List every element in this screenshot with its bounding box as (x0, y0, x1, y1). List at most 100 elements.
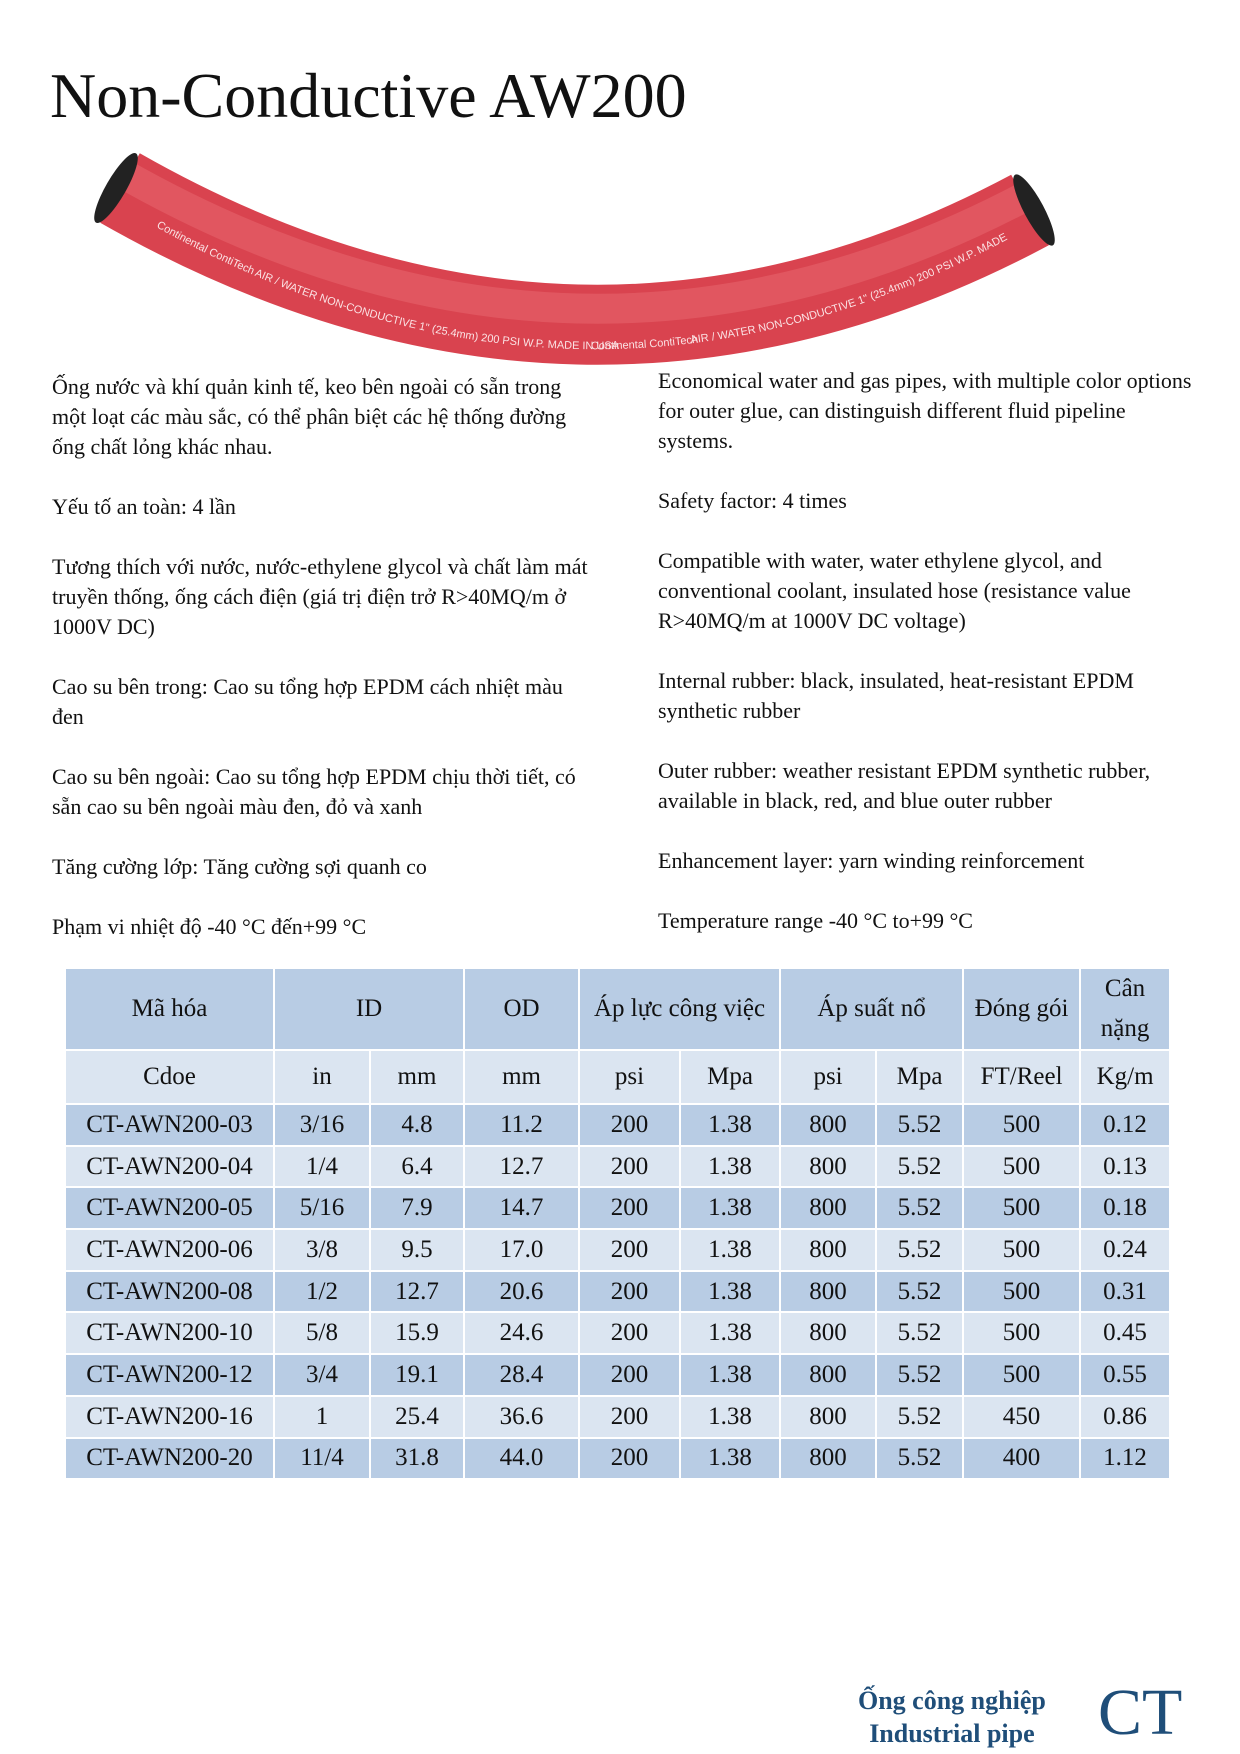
table-cell: 1.38 (679, 1394, 782, 1439)
table-cell: 6.4 (368, 1144, 466, 1189)
table-cell: 1.38 (679, 1269, 782, 1314)
table-cell: CT-AWN200-04 (64, 1144, 275, 1189)
hose-image: Continental ContiTech AIR / WATER NON-CO… (0, 140, 1055, 365)
table-cell: 0.86 (1079, 1394, 1172, 1439)
table-cell: 1.38 (679, 1103, 782, 1147)
table-cell: 500 (962, 1269, 1082, 1314)
hose-body (100, 153, 1049, 365)
table-cell: 450 (962, 1394, 1082, 1439)
footer-line: Industrial pipe (869, 1719, 1035, 1748)
paragraph: Economical water and gas pipes, with mul… (658, 368, 1192, 453)
table-cell: 200 (578, 1353, 682, 1397)
hose-end (1013, 174, 1055, 246)
table-cell: 0.12 (1079, 1103, 1172, 1147)
unit-cell: psi (779, 1049, 878, 1105)
table-row: CT-AWN200-10 5/8 15.9 24.6 200 1.38 800 5.52 500… (64, 1311, 1172, 1356)
table-cell: 1.38 (679, 1311, 782, 1356)
paragraph: Ống nước và khí quản kinh tế, keo bên ng… (52, 374, 567, 459)
table-cell: 800 (779, 1311, 878, 1356)
footer-brand: Ống công nghiệp Industrial pipe (858, 1684, 1046, 1750)
table-cell: CT-AWN200-12 (64, 1353, 275, 1397)
footer-logo: CT (1098, 1676, 1183, 1749)
table-cell: 1.38 (679, 1228, 782, 1272)
header-cell: ID (272, 967, 466, 1051)
table-cell: 500 (962, 1144, 1082, 1189)
paragraph: Cao su bên ngoài: Cao su tổng hợp EPDM c… (52, 764, 576, 819)
table-cell: 11.2 (463, 1103, 581, 1147)
unit-cell: in (273, 1049, 371, 1105)
table-cell: 500 (962, 1311, 1082, 1356)
header-cell: Cân nặng (1079, 967, 1172, 1051)
unit-cell: mm (368, 1049, 466, 1105)
paragraph: Safety factor: 4 times (658, 488, 847, 513)
table-cell: 0.31 (1079, 1269, 1172, 1314)
hose-highlight (112, 158, 1038, 324)
table-cell: 5.52 (875, 1144, 965, 1189)
table-cell: 800 (779, 1103, 878, 1147)
table-cell: 17.0 (463, 1228, 581, 1272)
table-cell: 0.13 (1079, 1144, 1172, 1189)
table-cell: 14.7 (463, 1186, 581, 1231)
table-cell: 0.55 (1079, 1353, 1172, 1397)
table-cell: 12.7 (368, 1269, 466, 1314)
unit-cell: Mpa (875, 1049, 965, 1105)
table-row: CT-AWN200-16 1 25.4 36.6 200 1.38 800 5.52 450 0.… (64, 1394, 1172, 1439)
table-cell: 1.12 (1079, 1436, 1172, 1481)
table-cell: CT-AWN200-10 (64, 1311, 275, 1356)
table-cell: 1.38 (679, 1436, 782, 1481)
paragraph: Phạm vi nhiệt độ -40 °C đến+99 °C (52, 914, 367, 939)
footer-line: Ống công nghiệp (858, 1686, 1046, 1715)
table-cell: 500 (962, 1186, 1082, 1231)
header-cell: Áp suất nổ (779, 967, 965, 1051)
table-row: CT-AWN200-03 3/16 4.8 11.2 200 1.38 800 5.52 500… (64, 1103, 1172, 1147)
paragraph: Yếu tố an toàn: 4 lần (52, 494, 236, 519)
header-row: Mã hóa ID OD Áp lực công việc Áp suất nổ… (64, 967, 1172, 1051)
table-cell: 5.52 (875, 1103, 965, 1147)
unit-cell: mm (463, 1049, 581, 1105)
table-cell: 19.1 (368, 1353, 466, 1397)
table-row: CT-AWN200-08 1/2 12.7 20.6 200 1.38 800 5.52 500… (64, 1269, 1172, 1314)
paragraph: Internal rubber: black, insulated, heat-… (658, 668, 1134, 723)
unit-row: Cdoe in mm mm psi Mpa psi Mpa FT/Reel Kg/m (64, 1049, 1172, 1105)
table-cell: 44.0 (463, 1436, 581, 1481)
table-cell: 36.6 (463, 1394, 581, 1439)
paragraph: Tương thích với nước, nước-ethylene glyc… (52, 554, 588, 639)
table-cell: CT-AWN200-03 (64, 1103, 275, 1147)
header-cell: Đóng gói (962, 967, 1082, 1051)
table-cell: 3/8 (273, 1228, 371, 1272)
table-cell: 200 (578, 1394, 682, 1439)
table-cell: 12.7 (463, 1144, 581, 1189)
table-cell: 5/8 (273, 1311, 371, 1356)
table-cell: 800 (779, 1186, 878, 1231)
table-cell: 1/4 (273, 1144, 371, 1189)
table-body: CT-AWN200-03 3/16 4.8 11.2 200 1.38 800 5.52 500… (64, 1103, 1172, 1481)
table-cell: 500 (962, 1353, 1082, 1397)
table-cell: 0.18 (1079, 1186, 1172, 1231)
unit-cell: Mpa (679, 1049, 782, 1105)
table-cell: 5.52 (875, 1311, 965, 1356)
table-cell: 1.38 (679, 1353, 782, 1397)
hose-end (94, 153, 138, 223)
text-column-vi: Ống nước và khí quản kinh tế, keo bên ng… (52, 372, 592, 972)
unit-cell: psi (578, 1049, 682, 1105)
table-cell: 4.8 (368, 1103, 466, 1147)
table-cell: 7.9 (368, 1186, 466, 1231)
table-cell: 200 (578, 1436, 682, 1481)
table-cell: 800 (779, 1144, 878, 1189)
table-cell: 24.6 (463, 1311, 581, 1356)
table-cell: 800 (779, 1353, 878, 1397)
table-cell: 0.45 (1079, 1311, 1172, 1356)
table-cell: 5.52 (875, 1269, 965, 1314)
table-cell: 5.52 (875, 1394, 965, 1439)
table-cell: 5.52 (875, 1353, 965, 1397)
table-cell: 5.52 (875, 1186, 965, 1231)
table-cell: CT-AWN200-06 (64, 1228, 275, 1272)
table-row: CT-AWN200-12 3/4 19.1 28.4 200 1.38 800 5.52 500… (64, 1353, 1172, 1397)
table-cell: 25.4 (368, 1394, 466, 1439)
text-column-en: Economical water and gas pipes, with mul… (658, 366, 1203, 966)
title: Non-Conductive AW200 (50, 60, 687, 131)
paragraph: Enhancement layer: yarn winding reinforc… (658, 848, 1085, 873)
table-cell: 3/4 (273, 1353, 371, 1397)
table-cell: 5/16 (273, 1186, 371, 1231)
unit-cell: FT/Reel (962, 1049, 1082, 1105)
